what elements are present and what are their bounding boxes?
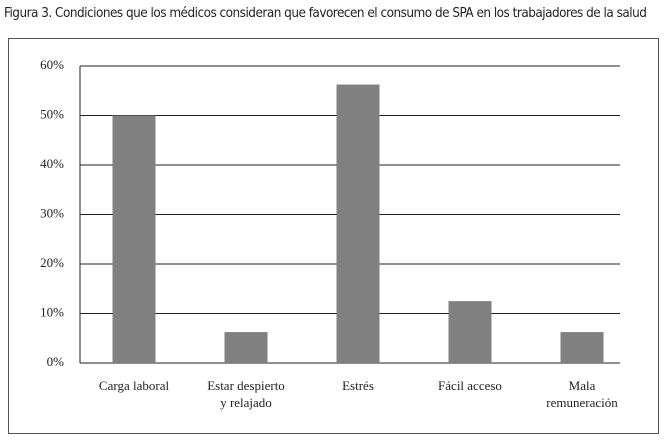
bar	[224, 332, 268, 363]
chart-frame	[8, 38, 659, 434]
y-tick-label: 60%	[40, 57, 64, 72]
x-tick-label: Carga laboral	[98, 378, 170, 393]
bar	[112, 115, 156, 363]
y-tick-label: 40%	[40, 156, 64, 171]
bar	[560, 332, 604, 363]
bar	[336, 84, 380, 363]
y-tick-label: 50%	[40, 106, 64, 121]
y-tick-label: 20%	[40, 255, 64, 270]
x-tick-label: Estar despierto y relajado	[207, 378, 285, 410]
x-tick-label: Fácil acceso	[438, 378, 502, 393]
y-tick-label: 0%	[47, 354, 65, 369]
y-tick-label: 30%	[40, 205, 64, 220]
x-tick-label: Estrés	[342, 378, 374, 393]
x-tick-label: Mala remuneración	[546, 378, 618, 410]
y-tick-label: 10%	[40, 304, 64, 319]
bar	[448, 301, 492, 363]
chart-title: Figura 3. Condiciones que los médicos co…	[4, 6, 647, 21]
